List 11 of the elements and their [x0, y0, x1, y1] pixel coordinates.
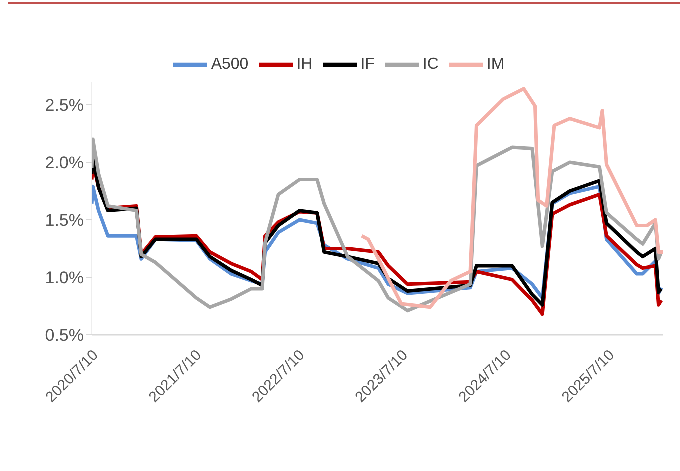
legend-label: A500: [211, 56, 249, 74]
legend-label: IM: [486, 56, 505, 74]
y-tick-label: 1.5%: [45, 211, 84, 230]
line-series: [360, 87, 663, 310]
legend-label: IH: [296, 56, 313, 74]
y-tick-label: 1.0%: [45, 268, 84, 288]
legend-label: IF: [360, 56, 375, 74]
legend-label: IC: [422, 56, 439, 74]
y-tick-label: 0.5%: [45, 326, 84, 346]
y-tick-label: 2.5%: [45, 96, 84, 116]
y-tick-label: 2.0%: [45, 154, 84, 173]
